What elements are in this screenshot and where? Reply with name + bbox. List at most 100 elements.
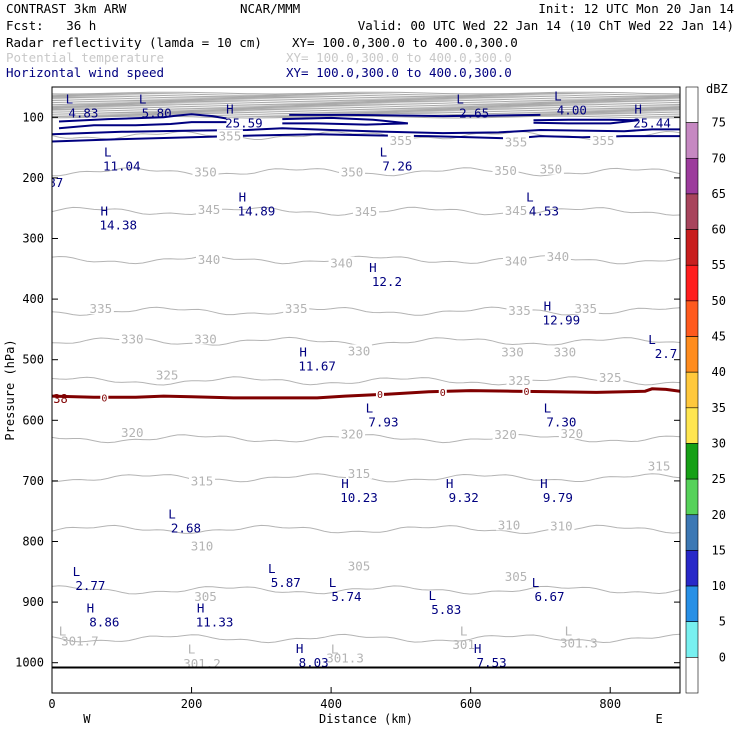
colorbar-swatch — [685, 300, 699, 337]
theta-label: 310 — [191, 539, 214, 554]
wind-extremum-mark: L — [268, 561, 276, 576]
colorbar-level-label: 40 — [712, 365, 726, 379]
wind-extremum-value: 25.44 — [633, 116, 671, 131]
theta-minimum-mark: L — [565, 623, 573, 638]
colorbar-swatch — [685, 86, 699, 123]
field-name-reflectivity: Radar reflectivity (lamda = 10 cm) — [6, 35, 262, 50]
theta-label: 335 — [508, 303, 531, 318]
theta-label-bg — [192, 589, 219, 602]
theta-label: 310 — [498, 517, 521, 532]
theta-contour-350 — [52, 167, 680, 177]
wind-extremum-value: 2.77 — [75, 578, 105, 593]
zero-label-bg — [438, 386, 447, 397]
surface-theta-label: 301.3 — [326, 651, 364, 666]
y-tick-label: 700 — [22, 474, 44, 488]
wind-extremum-value: 4.53 — [529, 203, 559, 218]
theta-label-bg — [346, 466, 373, 479]
theta-label-bg — [558, 426, 585, 439]
theta-label-bg — [548, 519, 575, 532]
y-tick-label: 100 — [22, 110, 44, 124]
wind-extremum-value: 7.26 — [382, 159, 412, 174]
theta-label: 350 — [341, 165, 364, 180]
theta-label-bg — [189, 474, 216, 487]
wind-extremum-mark: H — [226, 102, 234, 117]
theta-label: 345 — [505, 203, 528, 218]
wind-extremum-value: 8.86 — [89, 614, 119, 629]
wind-extremum-mark: L — [526, 189, 534, 204]
theta-label: 335 — [90, 301, 113, 316]
colorbar-level-label: 45 — [712, 330, 726, 344]
theta-contour-340 — [52, 255, 680, 265]
header-init: Init: 12 UTC Mon 20 Jan 14 — [538, 1, 734, 16]
theta-label: 345 — [198, 202, 221, 217]
wind-extremum-mark: L — [380, 145, 388, 160]
theta-contour-335 — [52, 306, 680, 316]
theta-label: 320 — [121, 425, 144, 440]
theta-strat-line — [52, 115, 680, 119]
theta-strat-line — [52, 93, 680, 96]
zero-left-label: .38 — [46, 392, 68, 406]
colorbar-swatch — [685, 193, 699, 230]
theta-label: 325 — [508, 373, 531, 388]
wind-extremum-value: 2.68 — [171, 520, 201, 535]
wind-extremum-mark: L — [456, 91, 464, 106]
wind-extremum-mark: L — [532, 575, 540, 590]
theta-label-bg — [503, 569, 530, 582]
y-tick-label: 1000 — [15, 656, 44, 670]
plot-area: 0 0 0 0 .38 355 355 355 355 350 350 350 350 345 345 345… — [46, 88, 680, 671]
surface-theta-label: 301.3 — [560, 636, 598, 651]
wind-extremum-value: 5.83 — [431, 602, 461, 617]
theta-label: 315 — [648, 459, 671, 474]
wind-extremum-mark: H — [101, 203, 109, 218]
theta-label-bg — [503, 254, 530, 267]
wind-extremum-mark: L — [544, 400, 552, 415]
theta-label-bg — [154, 368, 181, 381]
theta-label: 315 — [191, 474, 214, 489]
wind-extremum-mark: H — [474, 641, 482, 656]
colorbar-level-label: 75 — [712, 116, 726, 130]
colorbar-level-label: 60 — [712, 223, 726, 237]
wind-contour — [533, 118, 639, 125]
zero-contour-label: 0 — [523, 387, 529, 398]
colorbar-swatch — [685, 122, 699, 159]
wind-extremum-value: 14.38 — [99, 217, 137, 232]
wind-extremum-mark: H — [446, 476, 454, 491]
x-tick-label: 0 — [48, 697, 55, 711]
theta-label: 330 — [501, 345, 524, 360]
theta-label-bg — [353, 205, 379, 218]
theta-label: 340 — [198, 252, 221, 267]
theta-strat-line — [52, 106, 680, 110]
wind-extremum-mark: L — [428, 588, 436, 603]
theta-label-bg — [503, 203, 530, 216]
theta-strat-line — [52, 96, 680, 100]
wind-extremum-mark: L — [66, 91, 74, 106]
theta-strat-line — [52, 103, 680, 107]
theta-label-bg — [387, 134, 414, 147]
y-tick-label: 400 — [22, 292, 44, 306]
theta-label-bg — [590, 134, 617, 147]
theta-label-bg — [283, 302, 310, 315]
theta-minimum-mark: L — [188, 642, 196, 657]
theta-contour-305 — [52, 585, 680, 595]
field-xy-theta: XY= 100.0,300.0 to 400.0,300.0 — [286, 50, 512, 65]
wind-extremum-value: 8.03 — [299, 655, 329, 670]
colorbar-swatch — [685, 621, 699, 658]
theta-label-bg — [346, 344, 373, 357]
colorbar-swatch — [685, 264, 699, 302]
x-axis-label: Distance (km) — [319, 712, 413, 726]
plot-content: 0 0 0 0 .38 355 355 355 355 350 350 350 350 345 345 345… — [46, 88, 680, 671]
theta-strat-line — [52, 110, 680, 114]
wind-extremum-value: 5.74 — [331, 589, 361, 604]
wind-contour — [289, 113, 541, 118]
wind-extremum-value: 25.59 — [225, 116, 263, 131]
theta-label: 355 — [390, 133, 413, 148]
wind-extremum-value: 4.00 — [557, 102, 587, 117]
wind-extremum-mark: L — [168, 506, 176, 521]
theta-label-bg — [506, 303, 533, 316]
theta-minimum-mark: L — [59, 623, 67, 638]
colorbar-level-label: 10 — [712, 579, 726, 593]
theta-contour-320 — [52, 433, 680, 444]
colorbar-level-label: 15 — [712, 543, 726, 557]
y-tick-label: 800 — [22, 535, 44, 549]
